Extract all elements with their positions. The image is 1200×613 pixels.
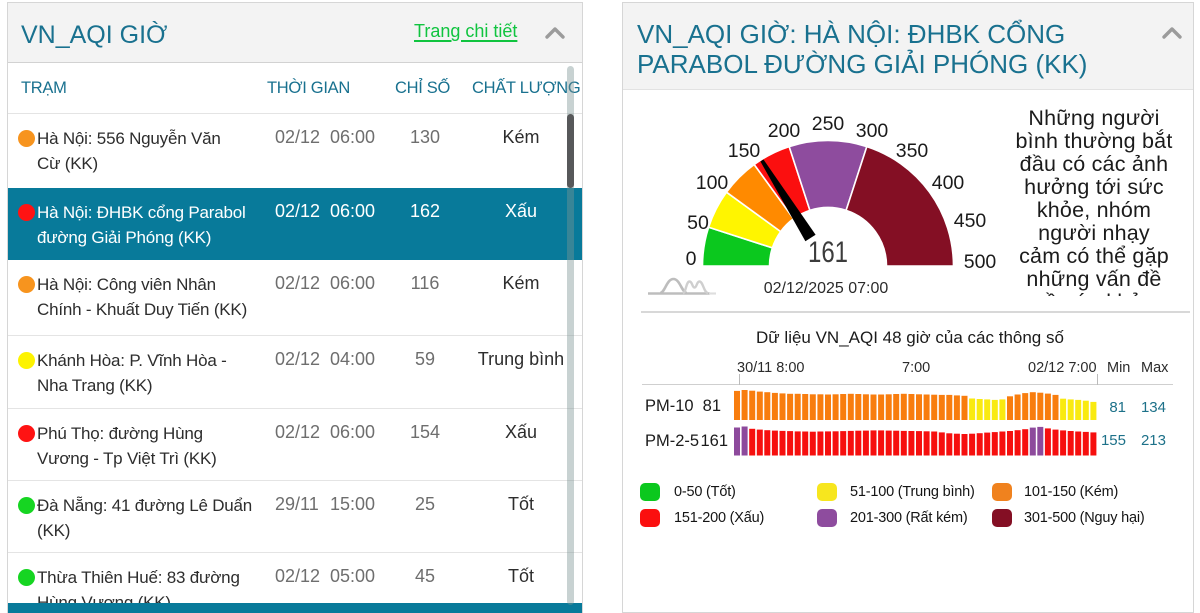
svg-text:200: 200: [768, 120, 801, 142]
svg-text:100: 100: [696, 172, 729, 194]
svg-text:450: 450: [954, 210, 987, 232]
svg-text:300: 300: [856, 120, 889, 142]
svg-text:350: 350: [896, 140, 929, 162]
svg-text:500: 500: [964, 251, 997, 273]
svg-text:0: 0: [686, 248, 697, 270]
svg-text:50: 50: [687, 212, 709, 234]
svg-text:150: 150: [728, 140, 761, 162]
svg-text:400: 400: [932, 172, 965, 194]
svg-text:250: 250: [812, 113, 845, 135]
